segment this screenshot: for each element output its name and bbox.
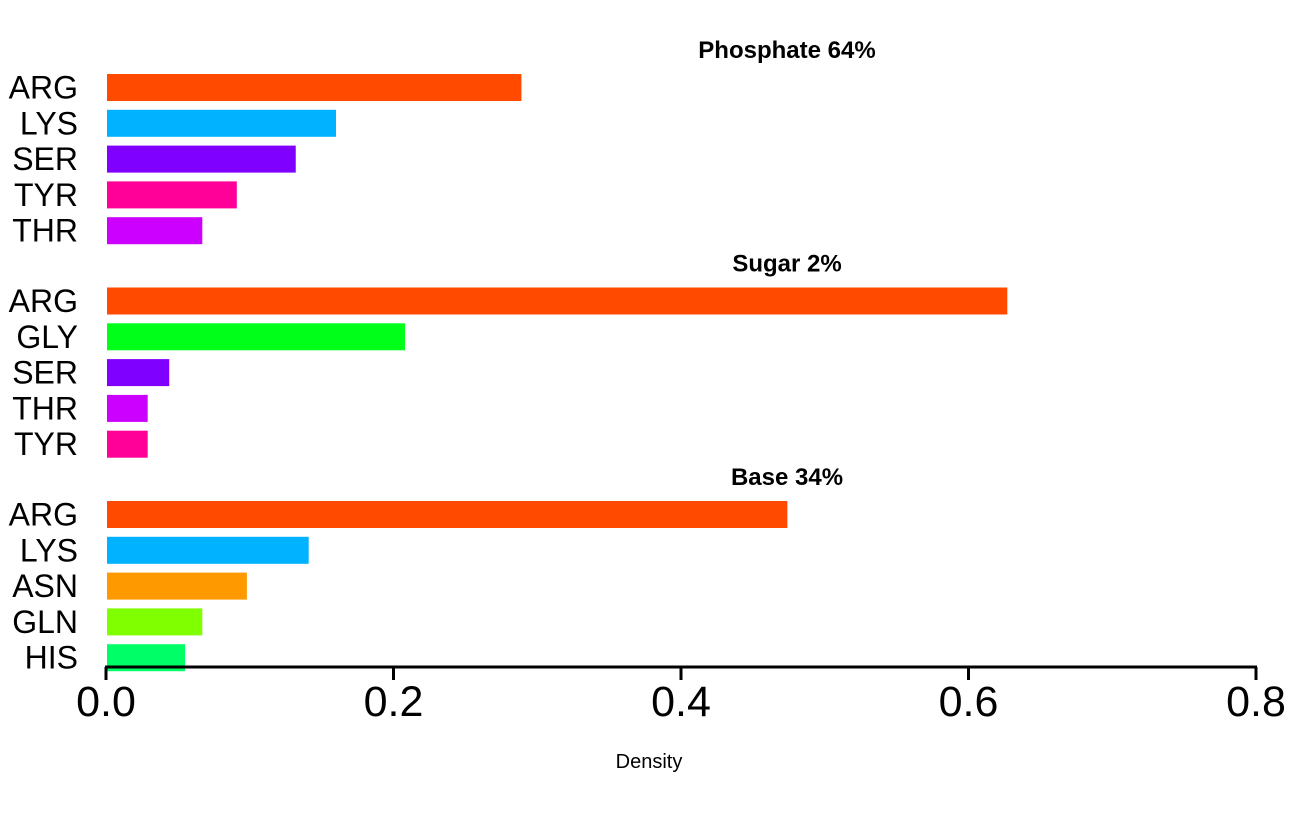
bar-arg [107, 501, 788, 528]
category-label: SER [12, 141, 78, 177]
bar-gly [107, 323, 405, 351]
category-label: HIS [25, 640, 78, 676]
category-label: LYS [20, 532, 78, 568]
category-label: ARG [9, 283, 78, 319]
bar-tyr [107, 430, 148, 458]
category-label: LYS [20, 105, 78, 141]
panel-title: Phosphate 64% [698, 37, 875, 64]
x-axis-label: Density [616, 751, 683, 773]
category-label: TYR [14, 177, 78, 213]
bar-asn [107, 572, 247, 600]
bar-gln [107, 608, 203, 636]
category-label: GLY [16, 319, 78, 355]
category-label: THR [12, 390, 78, 426]
bar-ser [107, 145, 296, 173]
bar-ser [107, 359, 170, 387]
bar-arg [107, 74, 522, 101]
bar-tyr [107, 181, 237, 209]
bar-arg [107, 287, 1008, 315]
x-tick-label: 0.2 [364, 678, 424, 726]
x-tick-label: 0.4 [651, 678, 711, 726]
category-label: ARG [9, 497, 78, 533]
x-axis: 0.0 0.2 0.4 0.6 0.8 [76, 665, 1286, 726]
bar-thr [107, 217, 203, 245]
panel-title: Base 34% [731, 464, 843, 491]
x-tick-label: 0.0 [76, 678, 136, 726]
bar-lys [107, 536, 309, 564]
category-label: GLN [12, 604, 78, 640]
panel-title: Sugar 2% [732, 251, 841, 278]
category-label: ASN [12, 568, 78, 604]
category-label: ARG [9, 70, 78, 106]
bar-lys [107, 109, 336, 137]
category-label: TYR [14, 426, 78, 462]
x-tick-label: 0.6 [939, 678, 999, 726]
category-label: SER [12, 355, 78, 391]
bar-thr [107, 394, 148, 422]
category-label: THR [12, 213, 78, 249]
x-tick-label: 0.8 [1226, 678, 1286, 726]
